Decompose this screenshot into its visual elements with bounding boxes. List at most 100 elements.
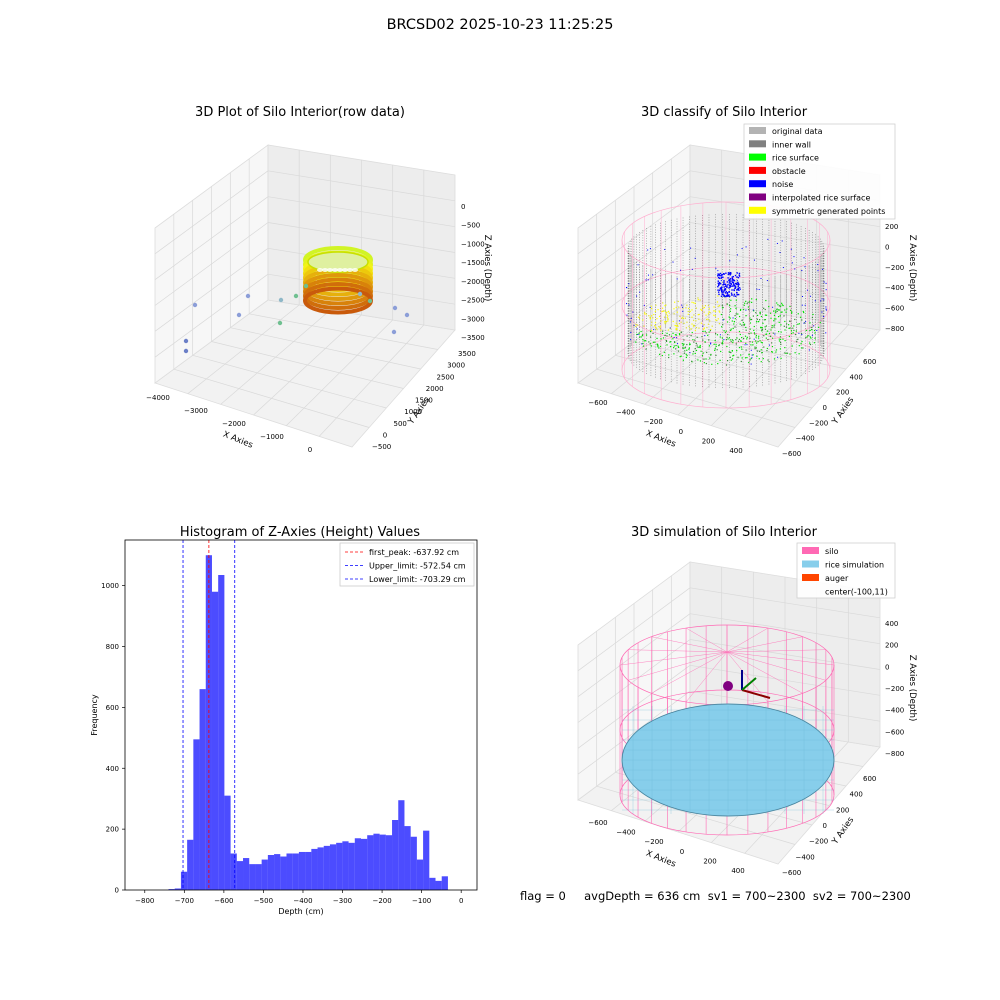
p2-surface-point	[753, 325, 755, 328]
p2-z-tick-label: 0	[885, 243, 889, 251]
p2-surface-point	[768, 361, 770, 363]
p2-noise-point	[728, 295, 731, 297]
hist-bar	[441, 876, 448, 890]
p2-surface-point	[741, 336, 743, 339]
p2-surface-point	[797, 313, 799, 315]
p2-surface-point	[715, 343, 717, 346]
p2-surface-point	[674, 301, 676, 303]
p2-x-tick-label: −400	[616, 409, 635, 417]
p2-surface-point	[738, 346, 741, 349]
p2-surface-point	[662, 337, 665, 339]
p2-surface-point	[684, 317, 687, 319]
p2-surface-point	[639, 336, 641, 338]
p2-surface-point	[744, 302, 746, 304]
p4-silo-spoke	[726, 651, 769, 703]
p2-surface-point	[778, 309, 780, 311]
p2-surface-point	[766, 330, 769, 332]
p1-data-point	[293, 293, 299, 299]
p2-surface-point	[679, 355, 681, 358]
p2-noise-point	[746, 344, 748, 346]
p2-surface-point	[704, 341, 706, 343]
p2-surface-point	[694, 329, 697, 331]
p2-noise-point	[750, 349, 752, 351]
p4-silo-spoke	[628, 649, 728, 653]
p2-surface-point	[800, 343, 802, 345]
p2-noise-point	[728, 287, 730, 289]
p2-noise-point	[694, 257, 696, 259]
p2-noise-point	[728, 291, 730, 293]
p2-surface-point	[760, 315, 763, 318]
p2-noise-point	[680, 269, 682, 271]
p2-noise-point	[728, 272, 730, 274]
p2-surface-point	[726, 360, 729, 362]
p2-noise-point	[643, 304, 645, 306]
p2-surface-point	[743, 304, 745, 306]
p2-noise-point	[678, 320, 680, 322]
p2-surface-point	[709, 330, 711, 332]
p2-surface-point	[696, 336, 698, 338]
p2-surface-point	[707, 313, 710, 315]
p2-surface-point	[673, 308, 675, 310]
p2-surface-point	[779, 341, 782, 344]
p1-z-tick-label: −3000	[461, 315, 485, 323]
p2-surface-point	[748, 361, 750, 364]
p2-y-tick-label: 400	[850, 373, 863, 381]
p4-silo-spoke	[685, 651, 728, 703]
p2-surface-point	[655, 327, 657, 329]
p2-surface-point	[760, 349, 762, 351]
p2-z-axis-label: Z Axies (Depth)	[907, 235, 917, 302]
hist-bar	[317, 847, 324, 890]
p1-y-tick-label: 2000	[426, 385, 444, 393]
p1-z-axis-label: Z Axies (Depth)	[482, 235, 492, 302]
p2-surface-point	[809, 329, 811, 332]
p2-surface-point	[798, 345, 800, 347]
p2-noise-point	[729, 286, 731, 288]
p2-surface-point	[639, 314, 641, 316]
p2-surface-point	[783, 325, 785, 327]
p4-silo-spoke	[651, 636, 728, 653]
p2-noise-point	[722, 319, 724, 321]
p2-noise-point	[733, 283, 735, 285]
p2-surface-point	[703, 324, 705, 326]
p1-z-tick-label: 0	[461, 203, 465, 211]
hist-legend: first_peak: -637.92 cm Upper_limit: -572.…	[339, 542, 475, 587]
p2-surface-point	[648, 315, 650, 317]
p2-surface-point	[755, 336, 757, 338]
p2-surface-point	[753, 329, 755, 332]
p2-surface-point	[721, 305, 723, 307]
p2-surface-point	[676, 311, 678, 313]
hist-bar	[404, 826, 411, 890]
p2-noise-point	[717, 276, 720, 279]
p2-surface-point	[792, 327, 794, 329]
p2-surface-point	[766, 333, 768, 335]
hist-legend-label: Upper_limit: -572.54 cm	[369, 562, 466, 571]
p1-silo-hole	[337, 268, 343, 272]
p2-surface-point	[730, 329, 732, 332]
p2-surface-point	[683, 352, 686, 354]
hist-bar	[211, 591, 219, 890]
p2-surface-point	[802, 347, 804, 349]
p2-surface-point	[782, 304, 784, 307]
p2-surface-point	[738, 330, 741, 333]
p2-surface-point	[803, 322, 806, 324]
p2-surface-point	[771, 342, 773, 344]
p2-surface-point	[673, 347, 675, 349]
p2-surface-point	[740, 308, 742, 311]
p1-z-tick-label: −500	[461, 222, 480, 230]
hist-bar	[336, 842, 343, 890]
p2-surface-point	[701, 335, 703, 338]
p2-surface-point	[685, 356, 687, 359]
p2-noise-point	[702, 325, 704, 327]
p2-surface-point	[756, 318, 759, 320]
p2-surface-point	[744, 357, 747, 359]
p2-surface-point	[716, 301, 719, 303]
p2-noise-point	[738, 274, 740, 276]
hist-bar	[298, 851, 306, 890]
p2-surface-point	[656, 318, 658, 320]
p4-legend-swatch	[802, 560, 819, 568]
p2-noise-point	[808, 349, 810, 351]
p2-surface-point	[779, 315, 781, 317]
p2-surface-point	[651, 321, 653, 323]
p2-surface-point	[754, 346, 756, 348]
hist-bar	[423, 830, 430, 890]
